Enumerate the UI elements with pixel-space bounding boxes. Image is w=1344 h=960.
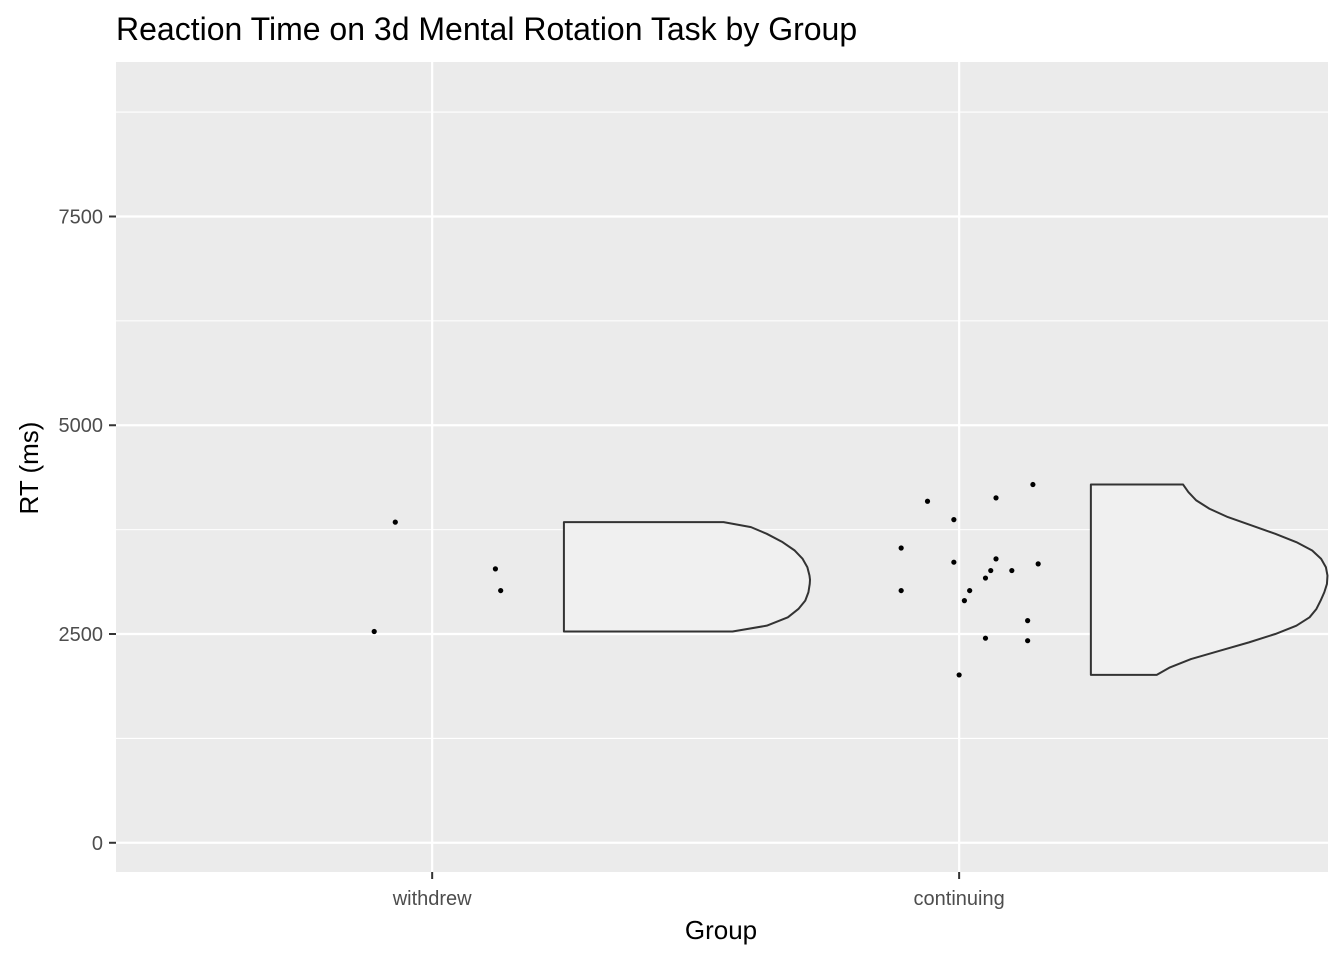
x-axis: withdrew continuing [392,872,1005,910]
data-point-continuing [1025,638,1031,644]
data-point-continuing [961,598,968,604]
data-point-continuing [898,545,904,551]
density-clouds [562,483,1329,676]
data-point-continuing [1030,481,1036,488]
y-axis-title: RT (ms) [14,422,44,515]
density-cloud-withdrew [562,521,812,633]
data-point-continuing [951,517,957,523]
data-point-withdrew [498,587,504,594]
y-tick-label: 0 [92,833,103,855]
data-point-continuing [1009,567,1015,574]
y-tick-label: 5000 [59,415,104,437]
plot-panel [116,62,1328,872]
data-point-continuing [967,587,973,594]
data-point-continuing [1035,561,1041,567]
x-tick-label-withdrew: withdrew [392,888,472,910]
data-point-continuing [988,567,994,574]
data-point-withdrew [392,519,398,525]
data-point-continuing [993,495,999,501]
data-point-continuing [993,556,999,562]
raw-points [371,481,1041,678]
x-tick-label-continuing: continuing [914,888,1005,910]
major-gridlines [116,62,1328,872]
data-point-continuing [898,587,904,594]
data-point-continuing [951,559,957,565]
y-tick-label: 7500 [59,206,104,228]
data-point-continuing [982,635,989,641]
chart-title: Reaction Time on 3d Mental Rotation Task… [116,11,857,47]
data-point-continuing [924,498,931,504]
y-tick-label: 2500 [59,624,104,646]
data-point-continuing [982,575,989,581]
density-cloud-continuing [1089,483,1329,676]
data-point-withdrew [371,628,377,635]
x-axis-title: Group [685,915,757,945]
data-point-continuing [1025,618,1031,624]
y-axis: 0 2500 5000 7500 [59,206,116,855]
data-point-continuing [956,672,962,678]
data-point-withdrew [492,566,499,572]
